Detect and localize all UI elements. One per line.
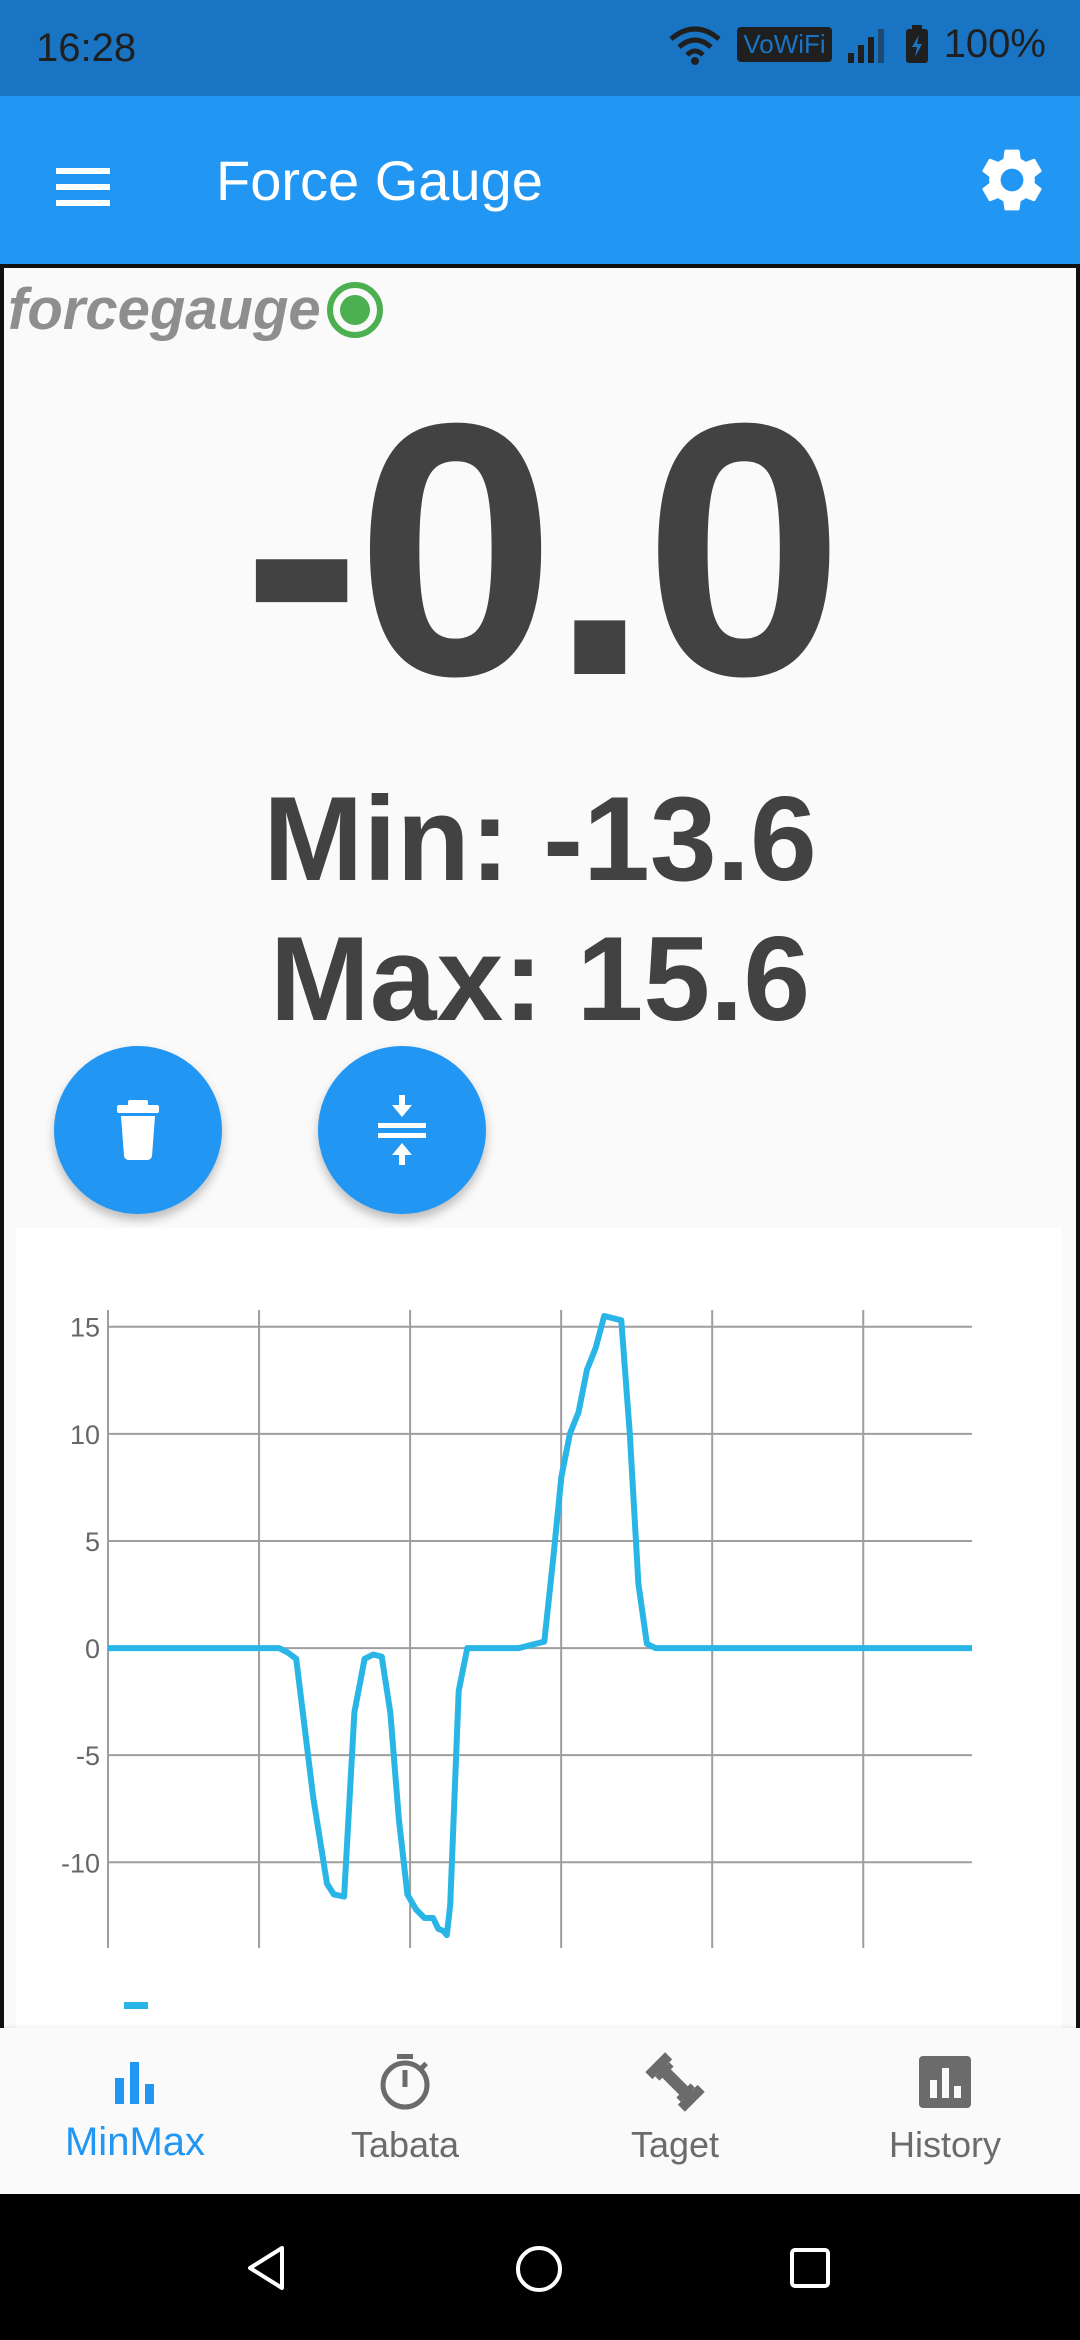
nav-item-taget[interactable]: Taget — [540, 2028, 810, 2194]
bar-chart-icon — [115, 2062, 154, 2104]
nav-label-history: History — [888, 2124, 1001, 2165]
y-tick-label: 0 — [85, 1634, 100, 1664]
gear-icon — [982, 149, 1042, 211]
nav-item-history[interactable]: History — [810, 2028, 1080, 2194]
battery-icon — [905, 24, 928, 63]
system-navigation-bar — [0, 2194, 1080, 2340]
bottom-navigation: MinMax Tabata Taget Histo — [0, 2028, 1080, 2194]
back-icon[interactable] — [244, 2244, 288, 2292]
recents-icon[interactable] — [788, 2246, 832, 2290]
legend-marker — [124, 2002, 148, 2009]
status-indicators: VoWiFi 100% — [667, 22, 1046, 67]
y-tick-label: 5 — [85, 1527, 100, 1557]
tare-button[interactable] — [318, 1046, 486, 1214]
logo-text: forcegauge — [8, 277, 321, 342]
nav-item-minmax[interactable]: MinMax — [0, 2028, 270, 2194]
battery-percent: 100% — [943, 22, 1046, 66]
clear-button[interactable] — [54, 1046, 222, 1214]
y-tick-label: 10 — [70, 1420, 100, 1450]
status-bar: 16:28 VoWiFi 100% — [0, 0, 1080, 96]
nav-label-tabata: Tabata — [350, 2124, 460, 2165]
nav-item-tabata[interactable]: Tabata — [270, 2028, 540, 2194]
y-tick-label: -10 — [61, 1848, 100, 1878]
y-tick-label: 15 — [70, 1313, 100, 1343]
history-chart-icon — [919, 2056, 971, 2108]
app-title: Force Gauge — [216, 149, 543, 212]
min-value: Min: -13.6 — [263, 772, 817, 906]
trash-icon — [117, 1100, 159, 1160]
y-tick-label: -5 — [76, 1741, 100, 1771]
dumbbell-icon — [645, 2052, 705, 2112]
compress-icon — [378, 1095, 426, 1165]
menu-icon — [56, 168, 110, 206]
timer-icon — [380, 2054, 430, 2110]
signal-icon — [847, 28, 884, 63]
connection-status-icon — [326, 281, 383, 338]
home-icon[interactable] — [514, 2244, 564, 2294]
chart-svg: 15 10 5 0 -5 -10 — [61, 1310, 972, 2009]
menu-button[interactable] — [40, 144, 126, 230]
force-series-line — [108, 1313, 972, 1939]
forcegauge-logo: forcegauge — [8, 276, 383, 343]
wifi-icon — [669, 26, 721, 65]
app-bar: Force Gauge — [0, 96, 1080, 264]
max-value: Max: 15.6 — [269, 912, 811, 1046]
settings-button[interactable] — [974, 142, 1050, 218]
status-time: 16:28 — [36, 26, 137, 70]
nav-label-taget: Taget — [630, 2124, 720, 2165]
nav-label-minmax: MinMax — [64, 2120, 206, 2164]
force-chart: 15 10 5 0 -5 -10 — [16, 1228, 1062, 2028]
current-force-reading: -0.0 — [241, 349, 844, 751]
vowifi-badge: VoWiFi — [737, 27, 832, 62]
